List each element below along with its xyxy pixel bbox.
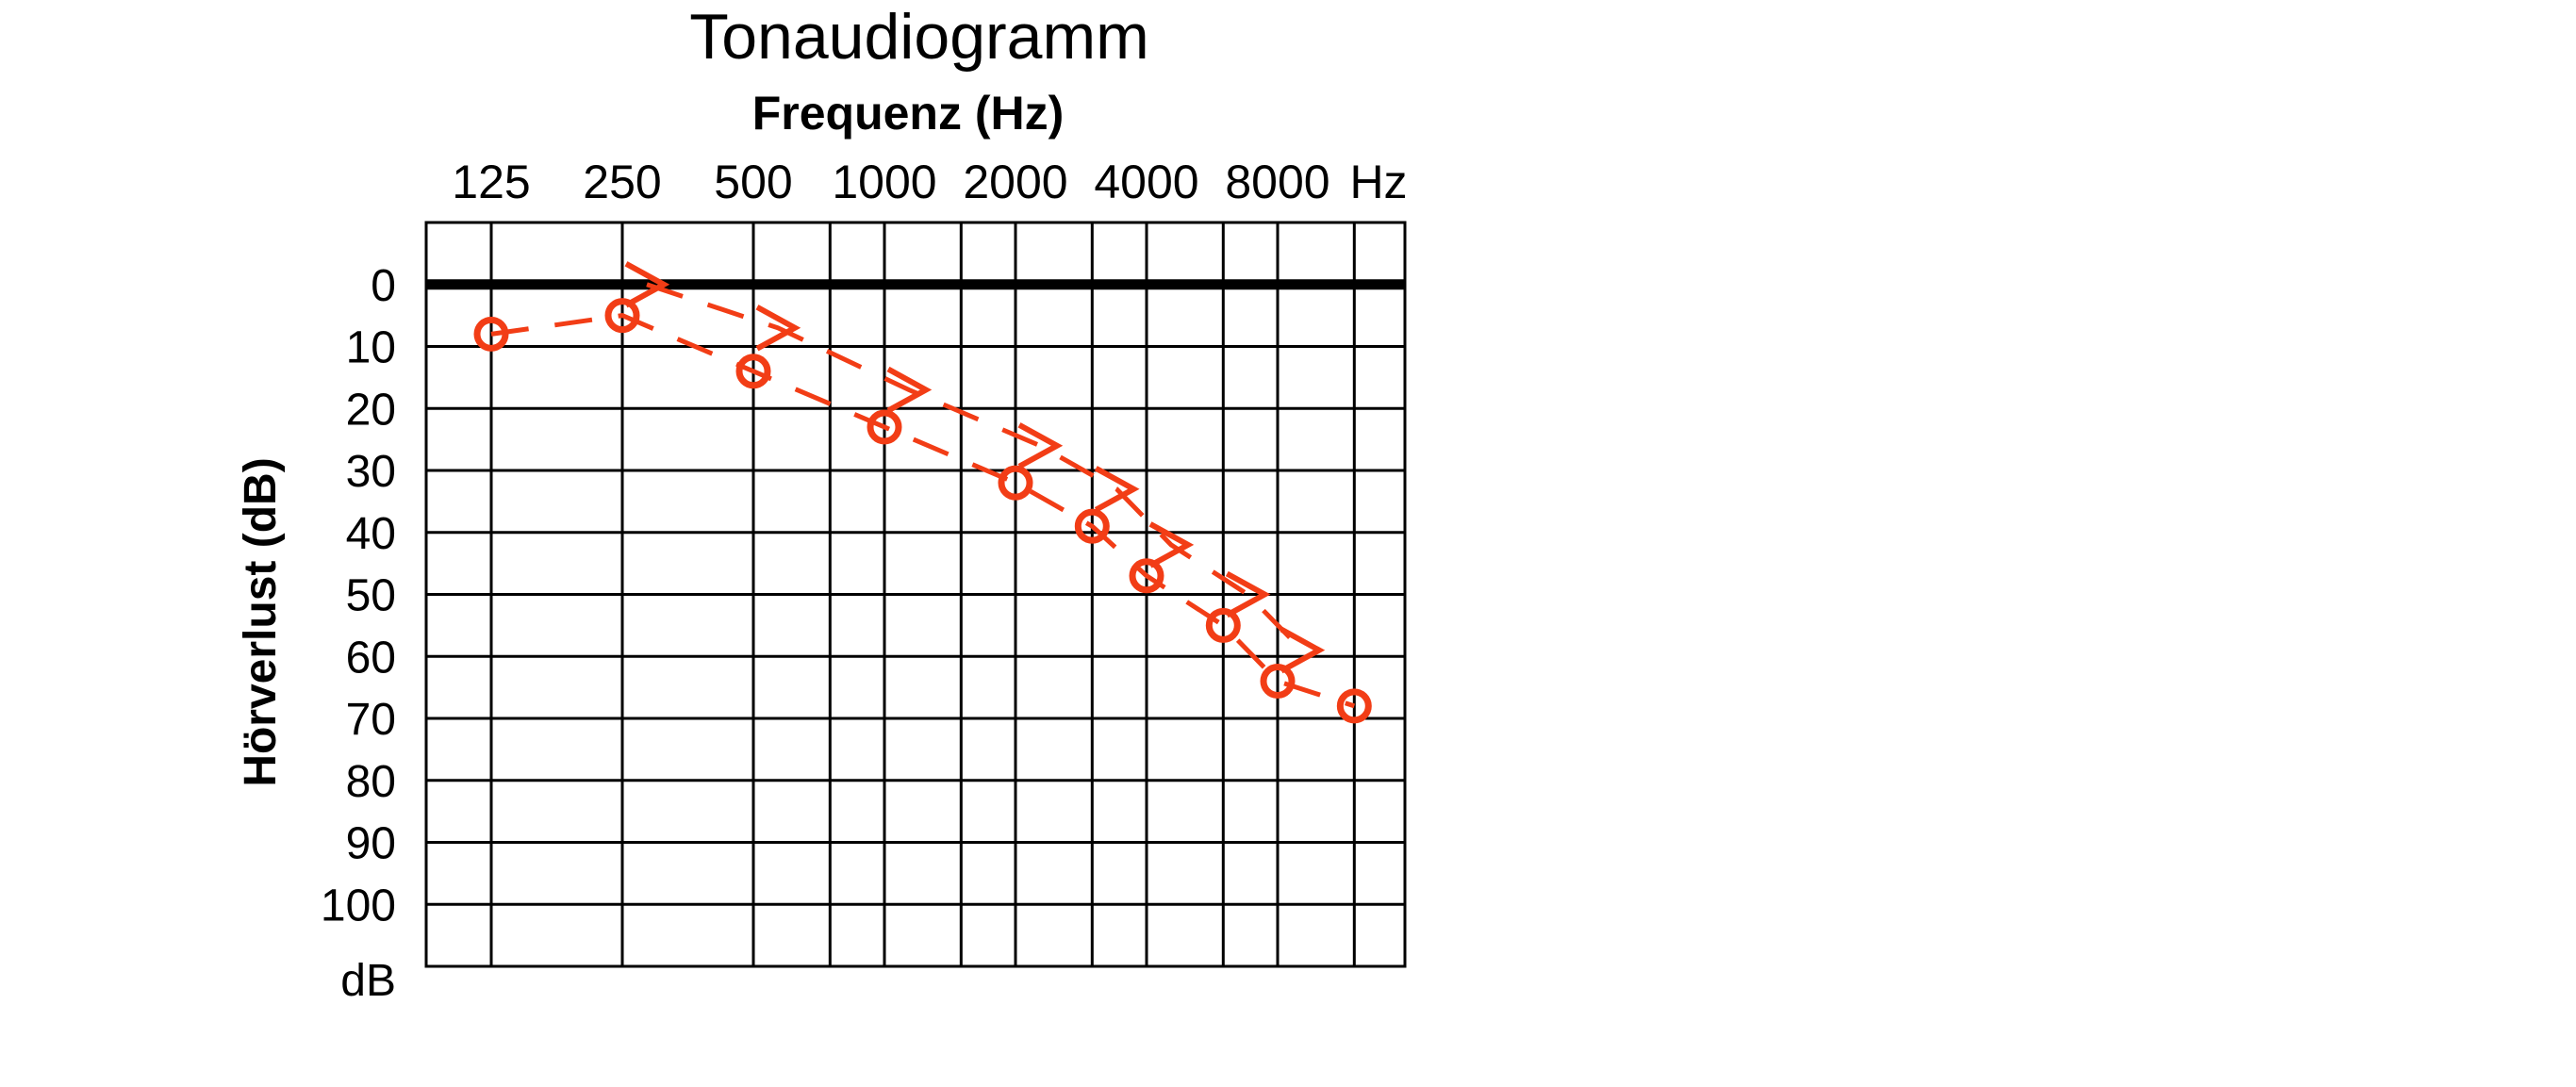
chart-title: Tonaudiogramm — [689, 1, 1149, 73]
series-line — [646, 282, 1304, 652]
data-point — [1074, 508, 1110, 544]
x-tick-label: 125 — [452, 156, 530, 208]
data-point — [1225, 570, 1271, 618]
y-tick-labels: 0 10 20 30 40 50 60 70 80 90 100 dB — [321, 261, 396, 1006]
data-point — [1280, 627, 1326, 674]
data-point — [1129, 558, 1164, 594]
data-point — [1148, 521, 1195, 568]
x-tick-label: 1000 — [832, 156, 936, 208]
y-tick-label: 70 — [346, 695, 396, 745]
data-point — [867, 409, 902, 445]
y-tick-label: 20 — [346, 385, 396, 435]
grid — [424, 221, 1407, 968]
y-tick-label: 90 — [346, 819, 396, 869]
x-tick-label: 250 — [583, 156, 661, 208]
x-tick-label: 4000 — [1094, 156, 1198, 208]
y-tick-label: 50 — [346, 571, 396, 621]
y-tick-label: 60 — [346, 633, 396, 683]
y-tick-label: 100 — [321, 881, 396, 931]
y-tick-label: 40 — [346, 509, 396, 559]
x-tick-label: 8000 — [1225, 156, 1329, 208]
data-point — [1336, 688, 1372, 724]
data-point — [1205, 607, 1241, 643]
data-point — [1017, 422, 1064, 469]
y-axis-label: Hörverlust (dB) — [236, 457, 286, 786]
y-tick-label: 0 — [371, 261, 396, 311]
x-tick-label: 2000 — [963, 156, 1067, 208]
x-tick-labels: 125 250 500 1000 2000 4000 8000 Hz — [452, 156, 1407, 208]
series-air-conduction — [473, 298, 1372, 724]
data-point — [886, 366, 933, 414]
y-unit-label: dB — [340, 956, 396, 1006]
data-point — [1260, 664, 1296, 700]
chart-subtitle: Frequenz (Hz) — [752, 87, 1065, 140]
series-bone-conduction — [624, 261, 1326, 674]
x-unit-label: Hz — [1349, 156, 1407, 208]
data-point — [755, 305, 801, 352]
data-point — [1094, 466, 1140, 513]
y-tick-label: 80 — [346, 757, 396, 807]
y-tick-label: 10 — [346, 323, 396, 373]
data-point — [735, 354, 771, 389]
series-line — [490, 313, 1356, 709]
data-point — [998, 465, 1033, 501]
y-tick-label: 30 — [346, 447, 396, 497]
data-point — [604, 298, 640, 334]
data-point — [473, 316, 509, 352]
series — [473, 261, 1372, 724]
x-tick-label: 500 — [714, 156, 792, 208]
data-point — [624, 261, 670, 308]
